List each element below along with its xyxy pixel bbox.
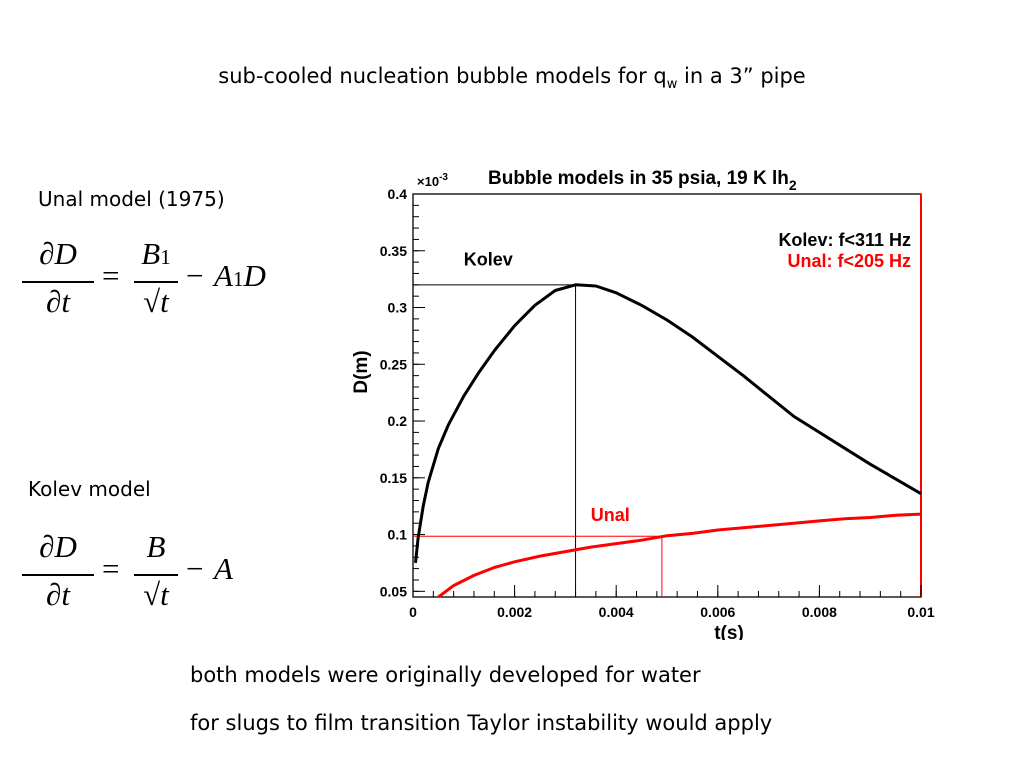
unal-lhs-fraction-bar <box>22 281 94 283</box>
y-axis-multiplier-exponent: -3 <box>439 172 448 183</box>
kolev-lhs-numerator: ∂D <box>39 529 77 564</box>
kolev-model-title: Kolev model <box>28 477 151 501</box>
unal-rhs-denominator: √t <box>143 284 169 319</box>
unal-equals-sign: = <box>102 258 120 293</box>
kolev-rhs-fraction: B √t <box>134 529 178 619</box>
unal-rhs-fraction: B1 √t <box>134 236 178 326</box>
chart-title-text: Bubble models in 35 psia, 19 K lh <box>488 168 789 189</box>
y-tick-label: 0.25 <box>380 356 407 372</box>
unal-lhs-denominator: ∂t <box>46 284 70 319</box>
unal-lhs-numerator: ∂D <box>39 236 77 271</box>
unal-rhs-fraction-bar <box>134 281 178 283</box>
slide-title-text: sub-cooled nucleation bubble models for … <box>218 64 667 88</box>
kolev-equation: ∂D ∂t = B √t − A <box>22 529 242 619</box>
unal-model-title: Unal model (1975) <box>38 187 225 211</box>
bottom-note-water: both models were originally developed fo… <box>190 663 701 687</box>
x-tick-label: 0.002 <box>497 604 532 620</box>
y-tick-label: 0.35 <box>380 243 407 259</box>
y-tick-label: 0.05 <box>380 583 407 599</box>
unal-rhs-numerator-subscript: 1 <box>160 245 171 269</box>
legend-entry: Kolev: f<311 Hz <box>778 230 911 250</box>
y-axis-multiplier: ×10-3 <box>417 172 448 189</box>
kolev-lhs-fraction: ∂D ∂t <box>22 529 94 619</box>
y-axis-multiplier-base: ×10 <box>417 174 439 189</box>
kolev-lhs-fraction-bar <box>22 574 94 576</box>
kolev-rhs-denominator: √t <box>143 577 169 612</box>
annotation-unal: Unal <box>591 505 630 525</box>
series-line-unal <box>437 512 922 599</box>
annotation-kolev: Kolev <box>464 250 513 270</box>
y-tick-label: 0.15 <box>380 470 407 486</box>
x-tick-label: 0.008 <box>802 604 837 620</box>
bubble-model-chart: Bubble models in 35 psia, 19 K lh2 0.05 0.… <box>351 168 935 640</box>
kolev-term: A <box>214 551 233 586</box>
x-tick-label: 0.004 <box>599 604 634 620</box>
kolev-rhs-numerator: B <box>146 529 166 564</box>
chart-title: Bubble models in 35 psia, 19 K lh2 <box>488 168 797 193</box>
y-tick-label: 0.4 <box>388 186 408 202</box>
kolev-lhs-denominator: ∂t <box>46 577 70 612</box>
unal-term: A1D <box>214 258 266 294</box>
kolev-rhs-fraction-bar <box>134 574 178 576</box>
y-tick-label: 0.1 <box>388 527 408 543</box>
unal-lhs-fraction: ∂D ∂t <box>22 236 94 326</box>
series-line-kolev <box>414 283 922 564</box>
legend-entry: Unal: f<205 Hz <box>787 251 911 271</box>
unal-minus-sign: − <box>186 258 204 293</box>
bottom-note-taylor: for slugs to film transition Taylor inst… <box>190 711 773 735</box>
unal-term-subscript: 1 <box>232 267 244 291</box>
x-tick-label: 0.01 <box>907 604 934 620</box>
kolev-equals-sign: = <box>102 551 120 586</box>
y-tick-label: 0.2 <box>388 413 408 429</box>
unal-term-coefficient: A <box>214 258 233 293</box>
unal-term-variable: D <box>243 258 266 293</box>
y-axis-label: D(m) <box>351 350 372 393</box>
unal-rhs-numerator: B1 <box>134 236 178 272</box>
chart-plot-layer: Bubble models in 35 psia, 19 K lh2 0.05 0.… <box>351 168 935 640</box>
x-tick-label: 0 <box>409 604 417 620</box>
slide-title: sub-cooled nucleation bubble models for … <box>0 64 1024 92</box>
chart-title-subscript: 2 <box>789 177 797 193</box>
slide-title-suffix: in a 3” pipe <box>677 64 806 88</box>
x-tick-label: 0.006 <box>700 604 735 620</box>
unal-rhs-numerator-var: B <box>141 236 161 271</box>
kolev-minus-sign: − <box>186 551 204 586</box>
unal-equation: ∂D ∂t = B1 √t − A1D <box>22 236 266 326</box>
y-tick-label: 0.3 <box>388 300 408 316</box>
x-axis-label: t(s) <box>714 623 744 640</box>
slide-title-subscript: w <box>666 77 678 93</box>
